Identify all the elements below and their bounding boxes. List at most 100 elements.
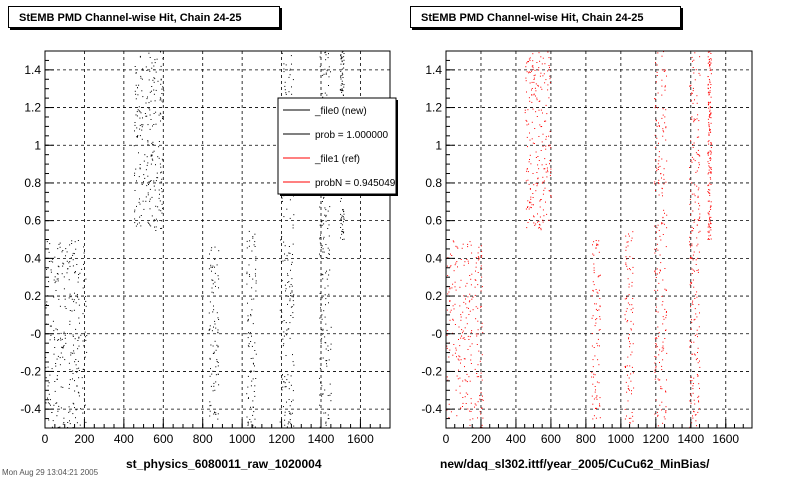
data-point xyxy=(694,270,695,272)
data-point xyxy=(147,143,149,145)
data-point xyxy=(69,293,71,295)
data-point xyxy=(696,170,698,172)
data-point xyxy=(689,400,691,402)
data-point xyxy=(592,253,594,255)
data-point xyxy=(330,392,332,394)
data-point xyxy=(630,320,632,322)
data-point xyxy=(537,85,539,87)
data-point xyxy=(655,367,657,369)
data-point xyxy=(328,418,330,419)
data-point xyxy=(707,83,709,85)
data-point xyxy=(319,253,320,255)
data-point xyxy=(666,214,668,216)
data-point xyxy=(47,397,48,399)
data-point xyxy=(595,289,597,290)
data-point xyxy=(663,71,665,72)
data-point xyxy=(75,417,76,419)
data-point xyxy=(596,244,598,246)
data-point xyxy=(45,307,47,309)
data-point xyxy=(481,286,483,288)
data-point xyxy=(525,77,527,79)
data-point xyxy=(139,128,141,130)
data-point xyxy=(660,388,662,390)
data-point xyxy=(692,259,694,261)
data-point xyxy=(213,305,214,307)
data-point xyxy=(629,268,630,270)
data-point xyxy=(216,359,218,361)
data-point xyxy=(288,91,290,93)
data-point xyxy=(544,187,546,189)
data-point xyxy=(690,233,692,234)
data-point xyxy=(693,228,694,229)
data-point xyxy=(533,81,535,83)
data-point xyxy=(656,248,658,250)
data-point xyxy=(542,221,544,223)
data-point xyxy=(447,379,449,381)
data-point xyxy=(692,304,694,305)
data-point xyxy=(208,329,210,331)
data-point xyxy=(707,51,709,53)
data-point xyxy=(709,227,711,229)
data-point xyxy=(250,385,252,387)
data-point xyxy=(654,362,656,364)
data-point xyxy=(252,237,254,239)
data-point xyxy=(146,115,148,117)
data-point xyxy=(708,169,710,171)
data-point xyxy=(212,311,214,313)
data-point xyxy=(251,287,253,289)
data-point xyxy=(69,423,71,425)
data-point xyxy=(709,219,711,220)
data-point xyxy=(153,219,155,221)
data-point xyxy=(139,167,141,169)
data-point xyxy=(74,271,76,272)
data-point xyxy=(155,205,157,207)
data-point xyxy=(654,159,656,161)
data-point xyxy=(214,411,215,413)
data-point xyxy=(595,247,597,249)
data-point xyxy=(155,164,156,166)
data-point xyxy=(629,422,631,424)
data-point xyxy=(139,55,141,57)
data-point xyxy=(50,334,52,336)
data-point xyxy=(134,66,136,67)
data-point xyxy=(478,258,480,260)
data-point xyxy=(69,244,71,246)
data-point xyxy=(216,264,218,266)
data-point xyxy=(154,189,156,191)
data-point xyxy=(327,228,329,229)
data-point xyxy=(75,359,77,360)
data-point xyxy=(214,389,216,391)
data-point xyxy=(341,80,343,82)
data-point xyxy=(695,313,697,315)
data-point xyxy=(214,266,215,268)
data-point xyxy=(469,410,471,412)
data-point xyxy=(709,107,711,109)
data-point xyxy=(69,410,71,412)
data-point xyxy=(78,337,80,339)
data-point xyxy=(292,361,294,363)
data-point xyxy=(527,207,528,208)
data-point xyxy=(284,85,286,87)
data-point xyxy=(664,288,666,290)
data-point xyxy=(536,97,538,99)
data-point xyxy=(341,57,343,59)
data-point xyxy=(140,225,142,227)
data-point xyxy=(697,257,699,259)
data-point xyxy=(446,347,448,349)
data-point xyxy=(533,79,535,80)
data-point xyxy=(632,266,634,268)
data-point xyxy=(632,311,633,313)
data-point xyxy=(58,243,60,245)
data-point xyxy=(709,106,711,108)
data-point xyxy=(692,417,694,419)
data-point xyxy=(689,85,691,87)
data-point xyxy=(143,160,145,162)
data-point xyxy=(531,88,533,89)
data-point xyxy=(694,354,696,356)
data-point xyxy=(537,177,539,179)
data-point xyxy=(153,180,155,182)
data-point xyxy=(141,78,143,80)
data-point xyxy=(141,126,143,128)
data-point xyxy=(320,304,322,306)
data-point xyxy=(696,291,698,293)
